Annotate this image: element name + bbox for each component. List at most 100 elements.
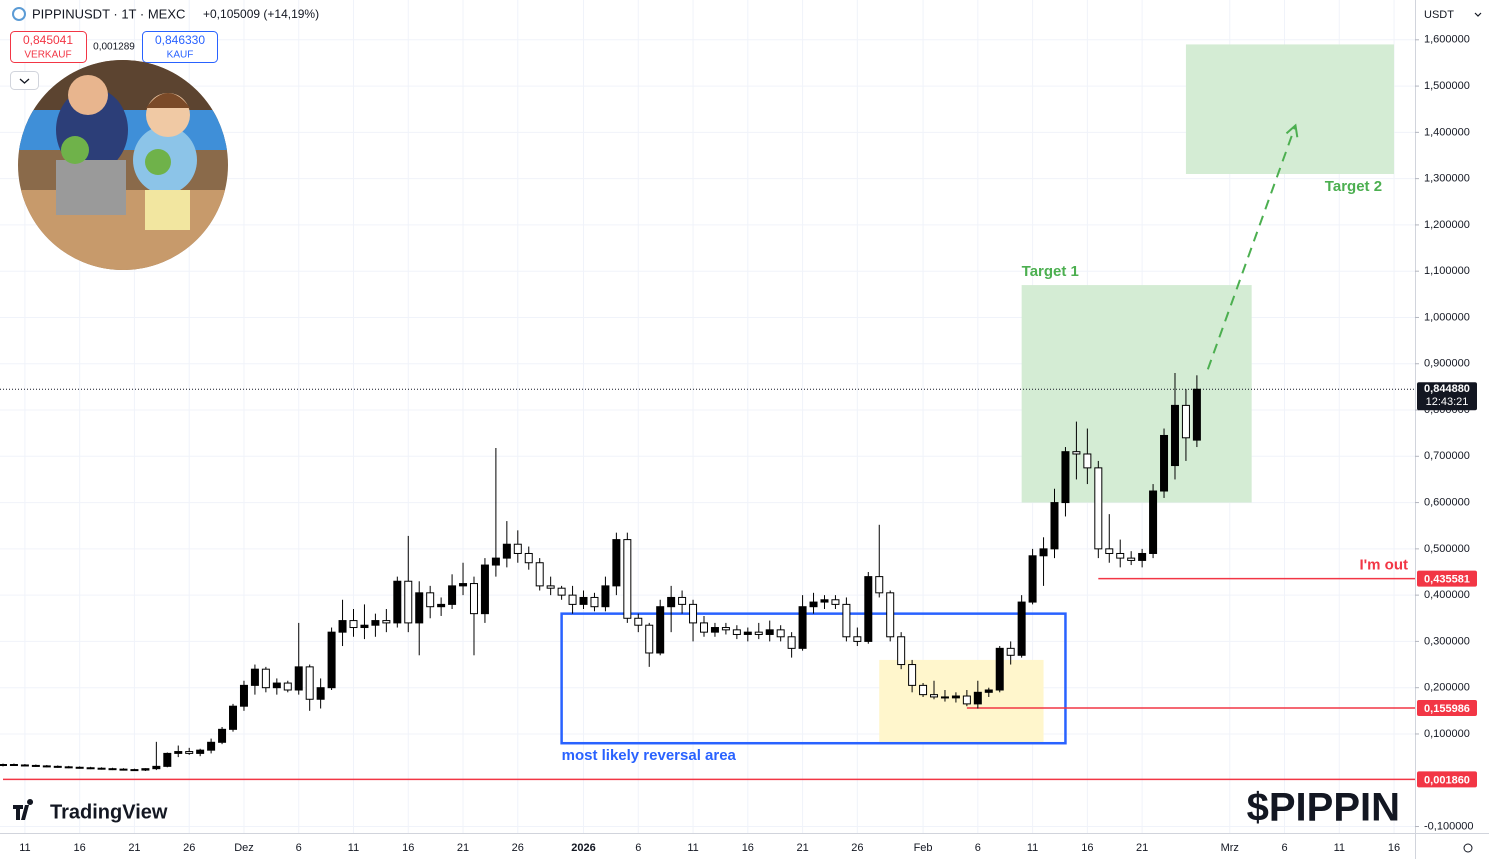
candle-body <box>787 636 796 649</box>
current-price-tag <box>1417 382 1477 411</box>
candle-body <box>196 749 205 754</box>
brand: TradingView <box>50 801 168 823</box>
candle-body <box>502 543 511 559</box>
candle-body <box>710 627 719 633</box>
zone <box>879 659 1044 744</box>
y-tick-label: 1,300000 <box>1424 173 1470 185</box>
x-tick-label: 11 <box>1027 842 1038 854</box>
y-tick-label: 1,400000 <box>1424 126 1470 138</box>
avatar <box>18 60 228 270</box>
candle-body <box>86 767 95 770</box>
x-tick-label: 6 <box>1281 842 1287 854</box>
buy-label: KAUF <box>167 50 194 61</box>
candle-body <box>448 585 457 605</box>
candle-body <box>820 599 829 603</box>
candle-body <box>743 631 752 635</box>
currency[interactable]: USDT <box>1424 9 1454 21</box>
y-tick-label: 1,000000 <box>1424 311 1470 323</box>
candle-body <box>119 768 128 771</box>
x-tick-label: 11 <box>19 842 30 854</box>
candle-body <box>9 764 18 767</box>
candle-body <box>316 687 325 700</box>
price-level-text: I'm out <box>1359 557 1408 574</box>
plot-area: most likely reversal area Target 1 Target … <box>0 0 1415 833</box>
zone <box>1021 285 1252 503</box>
candle-body <box>218 728 227 743</box>
candle-body <box>590 596 599 608</box>
candle-body <box>535 562 544 587</box>
candle-body <box>1028 555 1037 603</box>
candle-body <box>995 647 1004 691</box>
candle-body <box>524 552 533 564</box>
x-tick-label: 21 <box>1136 842 1148 854</box>
candle-body <box>360 624 369 629</box>
candle-body <box>864 576 873 642</box>
candle-body <box>185 751 194 754</box>
candle-body <box>294 666 303 691</box>
candle-body <box>437 603 446 608</box>
candle-body <box>0 764 7 767</box>
arrow-head <box>1285 123 1299 138</box>
candle-body <box>842 603 851 638</box>
x-tick-label: 16 <box>742 842 754 854</box>
zone-label: Target 2 <box>1325 178 1382 195</box>
candle-body <box>469 583 478 615</box>
candle-body <box>327 631 336 689</box>
candle-body <box>831 599 840 605</box>
candle-body <box>973 691 982 705</box>
price-level-label: 0,435581 <box>1424 574 1470 586</box>
candle-body <box>875 576 884 594</box>
candle-body <box>53 765 62 768</box>
candle-body <box>513 543 522 554</box>
x-tick-label: 6 <box>296 842 302 854</box>
candle-body <box>568 594 577 605</box>
x-tick-label: 21 <box>457 842 469 854</box>
x-tick-label: 26 <box>851 842 863 854</box>
candle-body <box>765 629 774 635</box>
candle-body <box>798 606 807 649</box>
current-price-label: 0,844880 <box>1424 383 1470 395</box>
candle-body <box>897 636 906 666</box>
candle-body <box>491 557 500 566</box>
x-tick-label: 2026 <box>571 842 595 854</box>
y-tick-label: 0,100000 <box>1424 728 1470 740</box>
collapse-button[interactable] <box>10 71 39 90</box>
x-tick-label: 16 <box>1081 842 1093 854</box>
settings-icon[interactable] <box>1463 843 1473 853</box>
x-tick-label: 16 <box>1388 842 1400 854</box>
candle-body <box>1127 557 1136 561</box>
spread: 0,001289 <box>93 42 135 53</box>
candle-body <box>152 765 161 770</box>
candle-body <box>1181 404 1190 439</box>
candle-body <box>634 617 643 626</box>
x-tick-label: 6 <box>635 842 641 854</box>
x-tick-label: 16 <box>74 842 86 854</box>
sell-button[interactable] <box>10 31 87 63</box>
x-tick-label: 21 <box>796 842 808 854</box>
candle-body <box>776 629 785 638</box>
candle-body <box>75 766 84 769</box>
y-tick-label: -0,100000 <box>1424 820 1474 832</box>
candle-body <box>700 622 708 633</box>
candle-body <box>1192 388 1201 441</box>
price-level-tag <box>1417 771 1477 788</box>
candle-body <box>283 682 292 691</box>
watermark: $PIPPIN <box>1247 786 1400 830</box>
y-tick-label: 1,100000 <box>1424 265 1470 277</box>
candle-body <box>31 764 40 767</box>
buy-button[interactable] <box>142 31 218 63</box>
symbol-icon <box>12 7 26 21</box>
candle-body <box>42 765 51 768</box>
x-tick-label: 21 <box>128 842 140 854</box>
zone-label: most likely reversal area <box>562 747 737 764</box>
y-tick-label: 0,500000 <box>1424 543 1470 555</box>
candle-body <box>415 592 424 624</box>
y-tick-label: 0,300000 <box>1424 635 1470 647</box>
chevron <box>1474 12 1482 17</box>
candle-body <box>229 705 238 730</box>
candle-body <box>601 585 610 608</box>
y-tick-label: 0,400000 <box>1424 589 1470 601</box>
candle-body <box>754 631 763 635</box>
countdown: 12:43:21 <box>1426 396 1469 408</box>
